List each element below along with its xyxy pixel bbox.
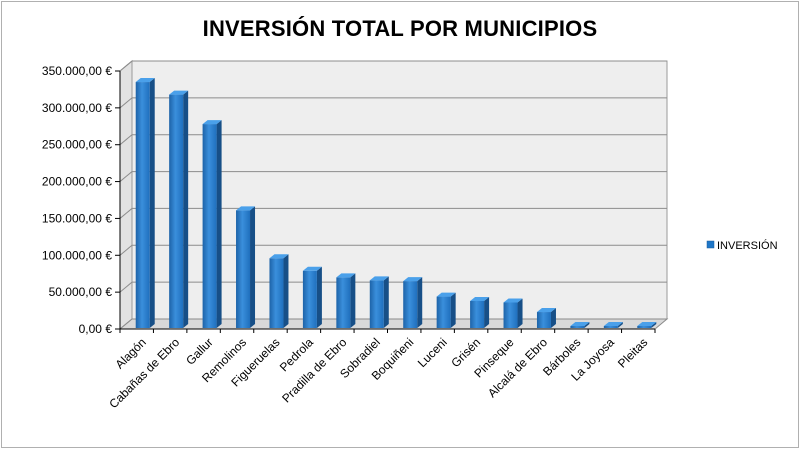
bar (169, 90, 189, 329)
legend: INVERSIÓN (706, 239, 778, 252)
gridline-side (119, 208, 133, 219)
y-tick-label: 50.000,00 € (49, 285, 113, 299)
plot-side-wall (119, 59, 133, 331)
bar (603, 322, 623, 328)
x-tick-label: Luceni (415, 335, 450, 370)
bar (336, 273, 356, 328)
bar (302, 266, 322, 328)
chart-title: INVERSIÓN TOTAL POR MUNICIPIOS (202, 16, 598, 41)
bar (135, 78, 155, 328)
bar (236, 206, 256, 328)
bar (570, 322, 590, 328)
gridline-side (119, 244, 133, 256)
bar (403, 277, 423, 328)
legend-label: INVERSIÓN (717, 239, 778, 252)
bar (470, 296, 490, 328)
gridline-side (119, 281, 133, 293)
legend-swatch (706, 240, 715, 249)
y-tick-label: 200.000,00 € (42, 175, 112, 189)
bar (369, 276, 389, 328)
y-tick-label: 0,00 € (79, 322, 113, 336)
bar (269, 254, 289, 328)
gridline-side (119, 97, 133, 109)
bar (436, 292, 456, 328)
y-tick-label: 250.000,00 € (42, 138, 112, 152)
gridline-side (119, 134, 133, 146)
y-tick-label: 150.000,00 € (42, 211, 112, 225)
bar (202, 120, 222, 329)
y-tick-label: 300.000,00 € (42, 101, 112, 115)
gridline-side (119, 171, 133, 182)
y-tick-label: 350.000,00 € (42, 64, 112, 78)
y-tick-label: 100.000,00 € (42, 248, 112, 262)
x-tick-label: Pleitas (615, 335, 650, 370)
bar (637, 322, 657, 328)
bar (536, 308, 556, 328)
gridline-side (119, 60, 133, 72)
bar (503, 298, 523, 328)
